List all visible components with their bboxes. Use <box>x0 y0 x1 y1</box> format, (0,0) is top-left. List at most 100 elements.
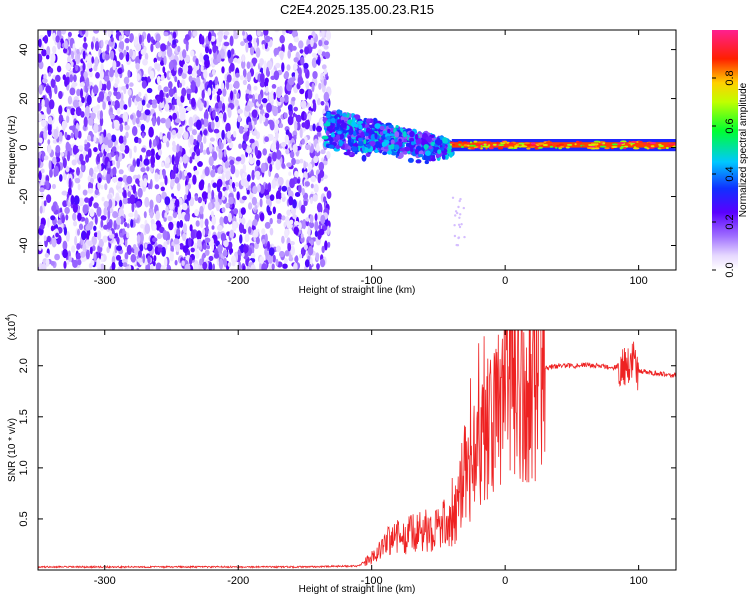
heatmap-cell <box>101 174 108 181</box>
heatmap-cell <box>235 169 240 178</box>
heatmap-cell <box>660 147 666 149</box>
heatmap-cell <box>272 254 276 263</box>
heatmap-cell <box>211 225 215 230</box>
heatmap-cell <box>261 263 268 270</box>
heatmap-cell <box>94 189 100 196</box>
heatmap-cell <box>238 125 244 134</box>
heatmap-cell <box>284 134 289 144</box>
heatmap-cell <box>90 41 94 50</box>
heatmap-cell <box>161 162 165 168</box>
heatmap-cell <box>103 168 106 177</box>
heatmap-cell <box>68 187 72 196</box>
heatmap-cell <box>467 144 470 147</box>
heatmap-cell <box>199 205 204 215</box>
heatmap-cell <box>52 32 56 41</box>
heatmap-cell <box>71 159 77 166</box>
heatmap-cell <box>178 126 184 134</box>
heatmap-cell <box>70 107 76 116</box>
heatmap-cell <box>281 193 286 198</box>
heatmap-cell <box>262 102 267 108</box>
heatmap-cell <box>248 226 252 234</box>
heatmap-cell <box>65 62 72 71</box>
heatmap-cell <box>89 221 94 227</box>
heatmap-cell <box>460 223 463 226</box>
heatmap-cell <box>41 98 45 108</box>
heatmap-cell <box>307 163 313 172</box>
heatmap-cell <box>367 143 371 149</box>
heatmap-cell <box>196 230 202 241</box>
heatmap-cell <box>284 250 290 257</box>
heatmap-cell <box>530 144 537 147</box>
heatmap-cell <box>129 148 133 159</box>
heatmap-cell <box>159 89 164 100</box>
heatmap-cell <box>85 77 90 87</box>
heatmap-cell <box>453 224 456 227</box>
heatmap-cell <box>260 162 266 173</box>
heatmap-cell <box>242 79 247 86</box>
heatmap-cell <box>269 120 275 131</box>
heatmap-cell <box>102 235 108 243</box>
heatmap-cell <box>304 46 310 55</box>
heatmap-cell <box>72 212 77 221</box>
heatmap-cell <box>172 112 178 121</box>
heatmap-cell <box>259 184 265 194</box>
heatmap-cell <box>520 145 528 148</box>
heatmap-cell <box>151 99 158 105</box>
heatmap-cell <box>71 50 75 60</box>
heatmap-cell <box>244 105 251 112</box>
heatmap-cell <box>250 252 256 259</box>
heatmap-cell <box>577 141 583 144</box>
heatmap-cell <box>72 43 76 52</box>
heatmap-cell <box>100 219 104 228</box>
heatmap-cell <box>204 237 211 243</box>
heatmap-cell <box>173 238 180 245</box>
heatmap-cell <box>231 182 236 189</box>
heatmap-cell <box>100 184 104 190</box>
heatmap-cell <box>275 245 281 253</box>
heatmap-cell <box>233 30 237 37</box>
heatmap-cell <box>146 103 151 109</box>
heatmap-cell <box>216 53 222 63</box>
heatmap-cell <box>460 145 464 148</box>
heatmap-cell <box>176 96 181 106</box>
heatmap-cell <box>51 237 57 248</box>
heatmap-cell <box>161 246 166 257</box>
heatmap-cell <box>123 104 128 110</box>
heatmap-cell <box>156 233 162 240</box>
heatmap-cell <box>357 120 364 124</box>
heatmap-cell <box>99 69 105 80</box>
heatmap-cell <box>38 170 42 181</box>
heatmap-cell <box>124 124 130 131</box>
heatmap-cell <box>112 60 117 71</box>
x-tick-label: 0 <box>502 275 508 287</box>
heatmap-cell <box>213 252 220 259</box>
heatmap-cell <box>112 160 116 166</box>
heatmap-cell <box>273 91 276 100</box>
heatmap-cell <box>38 215 41 226</box>
heatmap-xlabel: Height of straight line (km) <box>299 285 416 296</box>
heatmap-cell <box>325 30 332 41</box>
heatmap-cell <box>81 230 87 241</box>
heatmap-cell <box>218 190 223 200</box>
heatmap-cell <box>172 39 177 45</box>
heatmap-cell <box>300 56 305 66</box>
heatmap-frame <box>37 29 677 271</box>
heatmap-cell <box>515 143 520 146</box>
heatmap-cell <box>63 260 67 269</box>
heatmap-cell <box>283 94 289 103</box>
heatmap-cell <box>288 77 295 86</box>
heatmap-cell <box>463 144 468 147</box>
heatmap-cell <box>488 144 491 147</box>
heatmap-cell <box>144 223 151 234</box>
heatmap-cell <box>304 259 310 268</box>
heatmap-cell <box>226 130 231 139</box>
heatmap-cell <box>252 57 256 67</box>
heatmap-cell <box>168 221 174 231</box>
heatmap-cell <box>109 50 115 60</box>
heatmap-cell <box>100 39 104 49</box>
heatmap-cell <box>68 256 72 262</box>
heatmap-cell <box>139 232 144 243</box>
heatmap-cell <box>309 214 314 224</box>
heatmap-cell <box>203 242 207 250</box>
heatmap-cell <box>185 106 192 112</box>
